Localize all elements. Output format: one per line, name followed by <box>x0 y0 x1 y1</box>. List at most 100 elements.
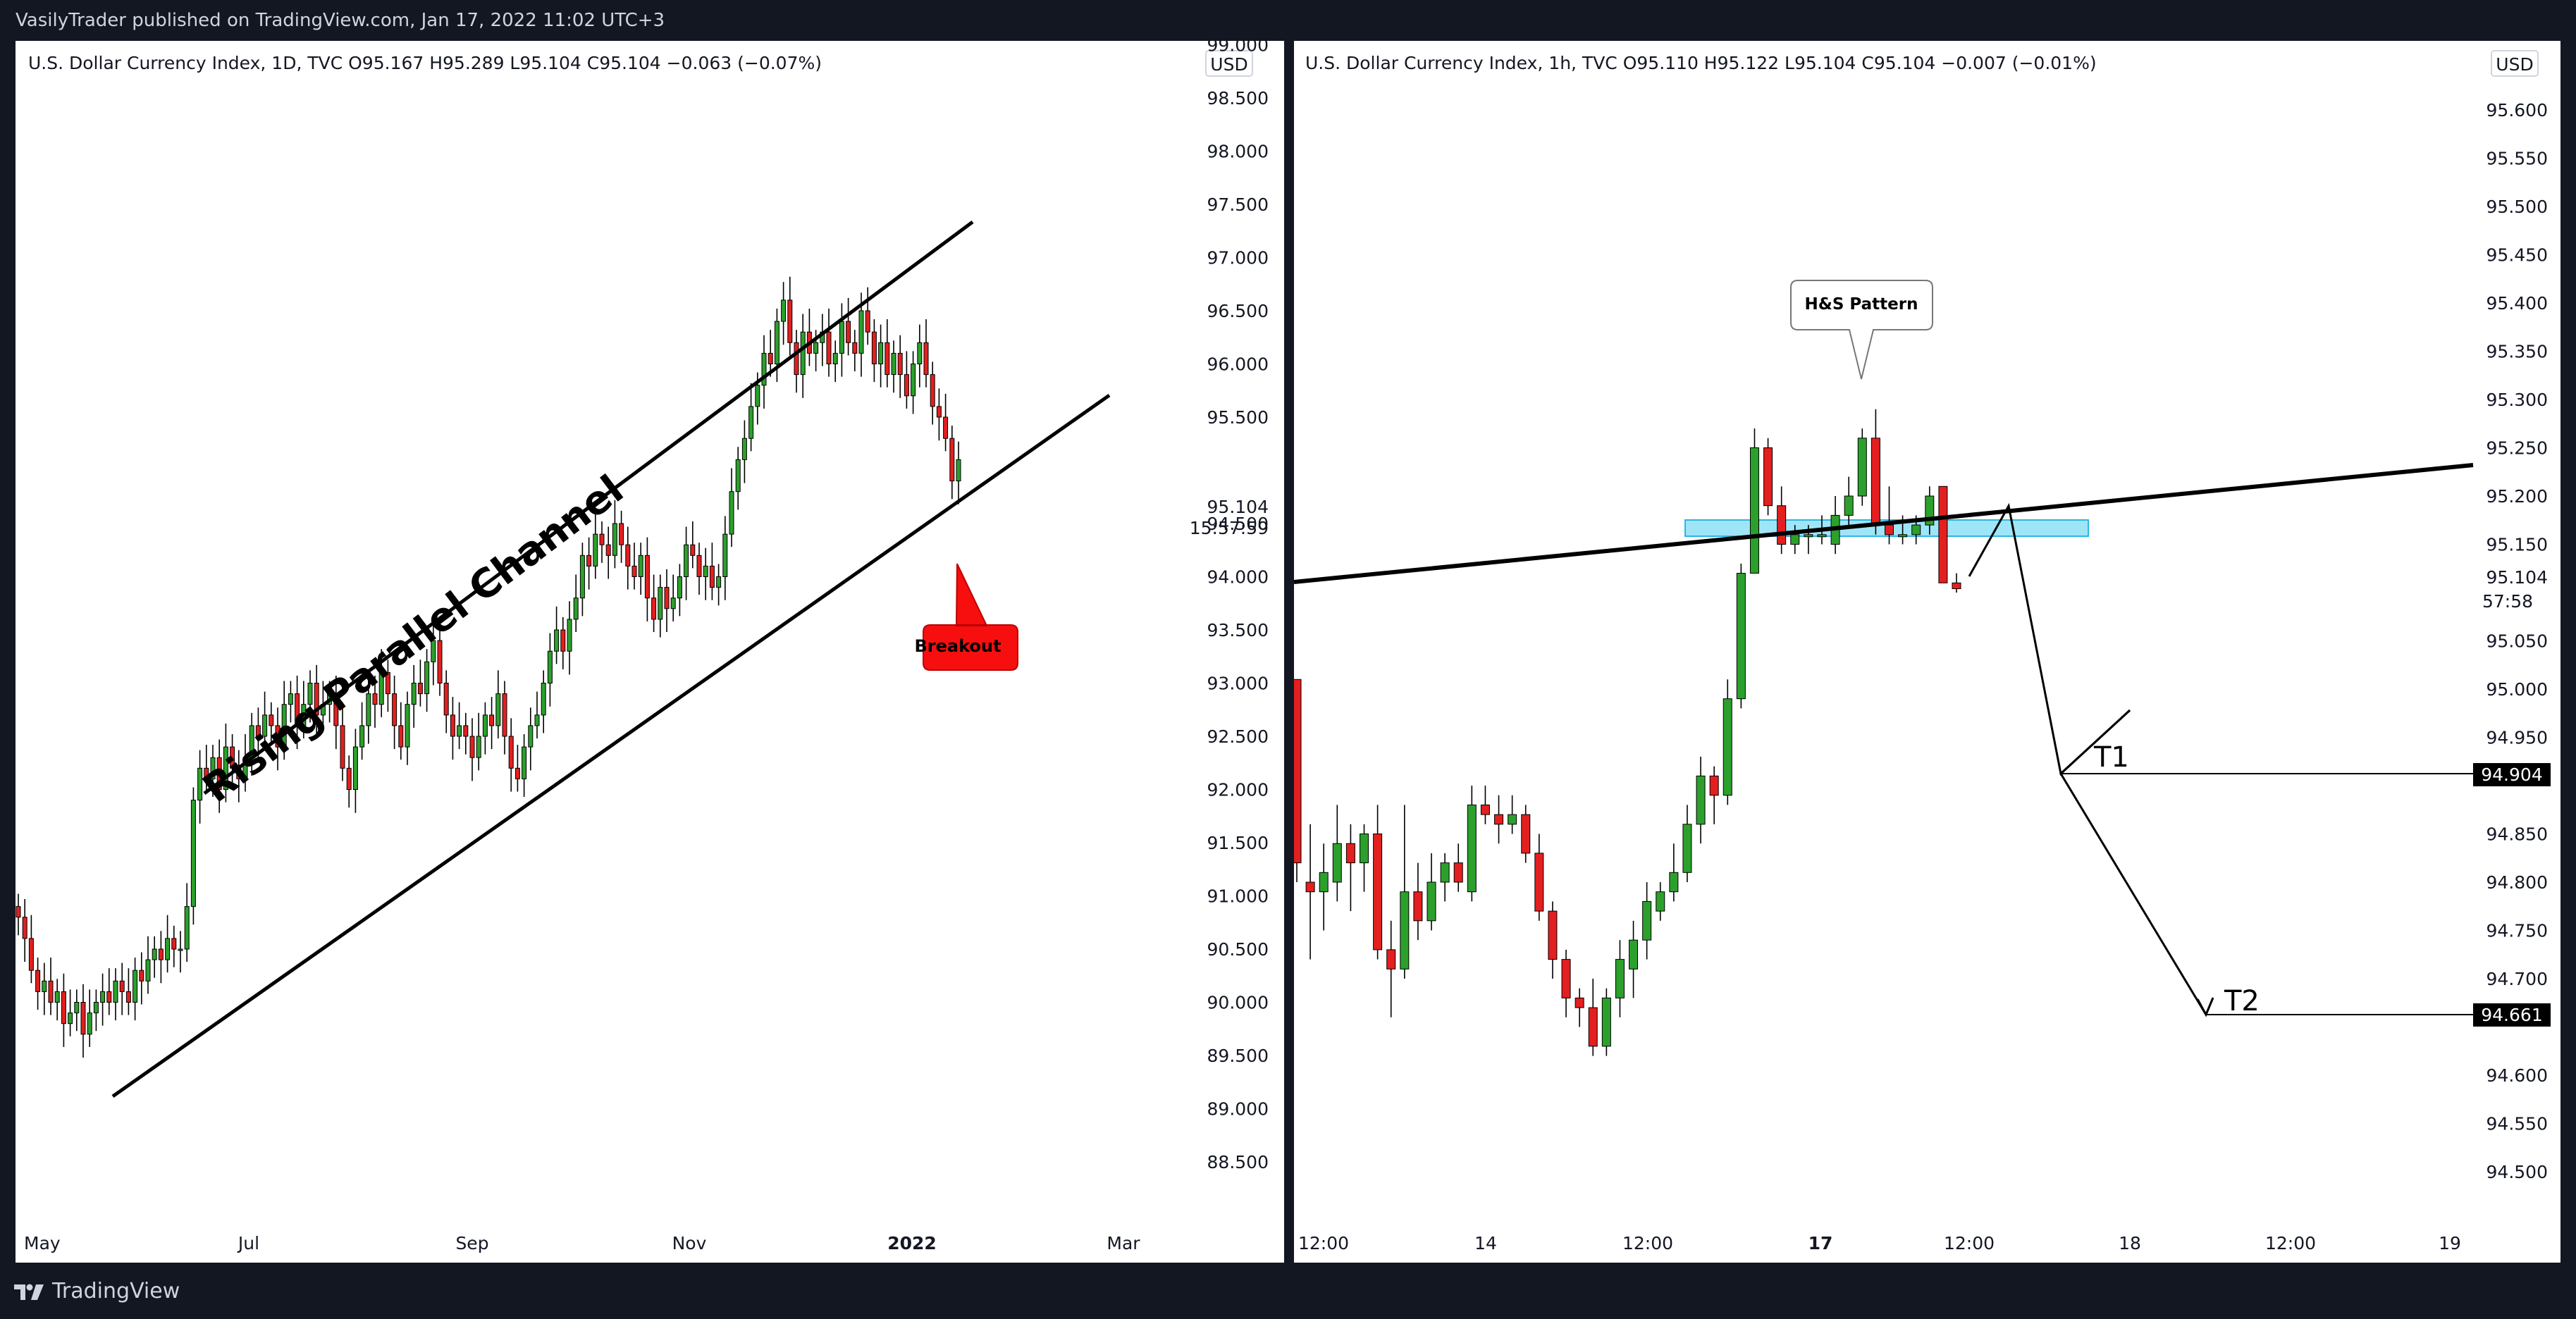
daily-candle <box>502 681 507 755</box>
daily-candle <box>171 925 177 967</box>
neckline[interactable] <box>1294 463 2474 584</box>
daily-candle-body <box>690 544 696 556</box>
hourly-candle <box>1332 805 1342 902</box>
daily-candle-body <box>80 1002 86 1035</box>
daily-candle-body <box>858 310 864 354</box>
daily-candle <box>476 712 481 771</box>
daily-x-tick: Sep <box>455 1233 488 1253</box>
hourly-candle <box>1588 979 1598 1056</box>
hourly-candle <box>1305 824 1315 960</box>
daily-candle <box>846 297 851 356</box>
daily-candle <box>125 968 131 1015</box>
daily-candle <box>541 670 546 733</box>
channel-support-line[interactable] <box>111 393 1111 1098</box>
daily-candle <box>865 287 870 345</box>
daily-candle <box>741 420 747 483</box>
hourly-candle <box>1777 486 1787 555</box>
daily-y-tick: 94.500 <box>1207 514 1269 534</box>
hourly-y-axis[interactable]: 95.600 95.550 95.500 95.450 95.400 95.350 95.3… <box>2486 100 2548 1182</box>
projection-path[interactable] <box>1968 502 2207 1015</box>
hourly-countdown: 57:58 <box>2482 591 2533 612</box>
daily-candle-body <box>230 746 235 769</box>
daily-chart-panel[interactable]: Rising Parallel Channel Breakout U.S. Do… <box>16 41 1284 1263</box>
daily-candle <box>651 574 657 633</box>
daily-candle <box>165 915 171 973</box>
hourly-candle-body <box>1629 939 1639 970</box>
tradingview-brand-name: TradingView <box>52 1279 180 1303</box>
daily-candle <box>398 702 404 760</box>
hourly-candle <box>1830 496 1840 555</box>
hourly-x-axis[interactable]: 12:00 14 12:00 17 12:00 18 12:00 19 <box>1298 1233 2461 1253</box>
daily-x-axis[interactable]: May Jul Sep Nov 2022 Mar <box>24 1233 1140 1253</box>
breakout-callout[interactable]: Breakout <box>915 563 1018 671</box>
t1-price-badge[interactable]: 94.904 <box>2473 763 2551 786</box>
daily-candle-body <box>917 342 923 364</box>
daily-candle <box>482 702 488 755</box>
daily-candle-body <box>735 459 741 493</box>
rising-channel-lines[interactable] <box>111 220 1111 1098</box>
daily-x-tick: Jul <box>237 1233 259 1253</box>
daily-candle <box>230 733 235 786</box>
daily-candle-body <box>541 683 546 716</box>
hourly-candle-body <box>1467 804 1477 893</box>
daily-candle-body <box>774 321 779 365</box>
hourly-y-tick: 94.550 <box>2486 1114 2548 1134</box>
daily-currency-badge[interactable]: USD <box>1205 50 1253 77</box>
hourly-candle-body <box>1426 881 1436 922</box>
hourly-x-tick: 12:00 <box>1622 1233 1673 1253</box>
daily-candle <box>949 426 955 500</box>
hourly-candle <box>1319 843 1329 931</box>
hourly-candle-body <box>1574 997 1584 1008</box>
daily-candle <box>787 276 793 356</box>
daily-candle-body <box>340 725 345 769</box>
daily-candle <box>904 351 909 409</box>
hourly-candle <box>1669 843 1679 902</box>
channel-resistance-line[interactable] <box>203 220 974 795</box>
daily-candle-body <box>463 725 469 737</box>
daily-candle <box>281 681 287 760</box>
tradingview-logo[interactable]: TradingView <box>13 1279 180 1303</box>
hourly-candle <box>1629 920 1639 998</box>
daily-candle <box>514 745 520 792</box>
daily-candle-body <box>48 980 54 1003</box>
hourly-candle-body <box>1709 775 1719 796</box>
daily-y-tick: 89.500 <box>1207 1046 1269 1066</box>
daily-y-tick: 92.000 <box>1207 780 1269 800</box>
hourly-candle-body <box>1723 698 1732 796</box>
hourly-candle-body <box>1817 534 1827 538</box>
daily-candle-body <box>631 565 637 578</box>
hourly-currency-badge[interactable]: USD <box>2491 50 2539 77</box>
hourly-currency-label: USD <box>2496 54 2533 75</box>
daily-candle <box>631 543 637 590</box>
hourly-candle <box>1494 795 1504 844</box>
t2-price-badge[interactable]: 94.661 <box>2473 1003 2551 1027</box>
pattern-callout[interactable]: H&S Pattern <box>1790 280 1933 380</box>
hourly-candle <box>1440 853 1450 902</box>
daily-candle-body <box>378 671 384 705</box>
channel-label[interactable]: Rising Parallel Channel <box>195 466 631 812</box>
daily-y-tick: 98.000 <box>1207 142 1269 162</box>
daily-candle <box>269 702 274 744</box>
daily-candle-body <box>625 544 631 566</box>
projection-arrow-1 <box>2059 709 2131 775</box>
hourly-candle <box>1400 805 1410 979</box>
daily-candle <box>522 733 527 798</box>
daily-y-axis[interactable]: 99.000 98.500 98.000 97.500 97.000 96.500 96.0… <box>1207 41 1269 1172</box>
daily-candle-body <box>644 555 650 599</box>
daily-candle <box>35 958 41 1010</box>
daily-candle <box>605 526 611 579</box>
daily-candle-body <box>476 736 481 758</box>
hourly-candle-body <box>1844 495 1854 516</box>
daily-candle-body <box>28 938 34 971</box>
daily-candle-body <box>437 640 443 683</box>
hourly-candle-body <box>1777 505 1787 545</box>
daily-candle-body <box>269 714 274 726</box>
hourly-chart-panel[interactable]: T1 T2 H&S Pattern U.S. Dollar Currency I… <box>1294 41 2560 1263</box>
t1-label: T1 <box>2093 741 2129 774</box>
hourly-y-tick: 94.700 <box>2486 969 2548 989</box>
daily-candle <box>288 681 293 723</box>
daily-candle <box>794 330 799 393</box>
daily-candle-body <box>865 310 870 333</box>
daily-candle <box>586 537 592 590</box>
hourly-last-price: 95.104 <box>2486 567 2548 588</box>
